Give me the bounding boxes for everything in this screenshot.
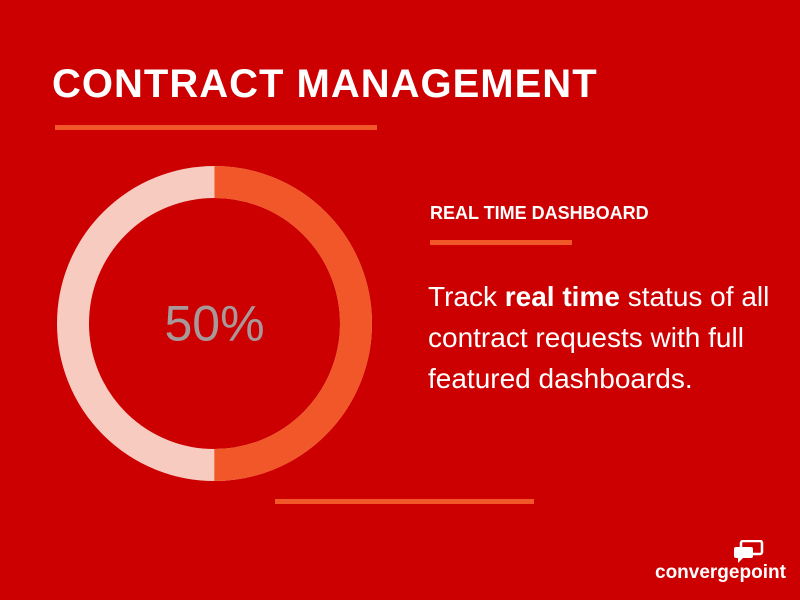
donut-fill: [57, 166, 372, 481]
speech-bubbles-icon: [734, 540, 764, 563]
feature-heading: REAL TIME DASHBOARD: [430, 203, 649, 223]
feature-description: Track real time status of all contract r…: [428, 276, 778, 399]
progress-donut: 50%: [57, 166, 372, 481]
bottom-divider: [275, 499, 534, 504]
page-title: CONTRACT MANAGEMENT: [52, 62, 598, 106]
title-divider: [55, 125, 377, 130]
description-text-rest: status of all contract requests with ful…: [428, 281, 770, 394]
description-highlight: real time: [504, 281, 620, 312]
brand-name: convergepoint: [655, 562, 786, 583]
brand-logo: convergepoint: [655, 540, 790, 588]
description-text: Track: [428, 281, 505, 312]
progress-percentage: 50%: [164, 296, 264, 352]
feature-divider: [430, 240, 572, 245]
